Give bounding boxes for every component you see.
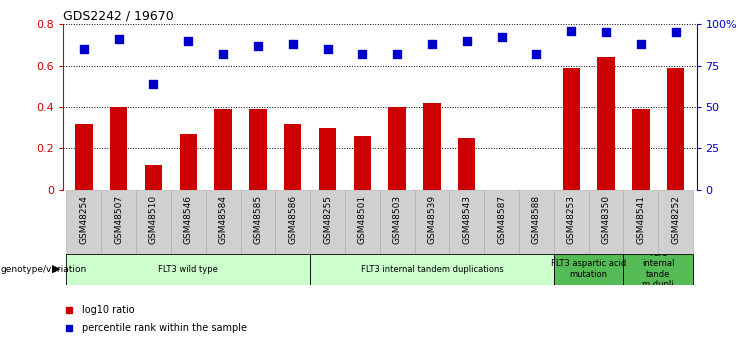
Bar <box>379 190 414 254</box>
Text: percentile rank within the sample: percentile rank within the sample <box>82 323 247 333</box>
Point <box>182 38 194 43</box>
Bar <box>136 190 171 254</box>
Bar <box>284 124 302 190</box>
Point <box>600 30 612 35</box>
Text: GSM48252: GSM48252 <box>671 195 680 244</box>
Point <box>252 43 264 48</box>
Bar <box>449 190 484 254</box>
Bar <box>102 190 136 254</box>
Text: GSM48350: GSM48350 <box>602 195 611 244</box>
Point <box>113 36 124 42</box>
Bar <box>554 190 588 254</box>
Bar <box>276 190 310 254</box>
Text: GSM48541: GSM48541 <box>637 195 645 244</box>
Text: GSM48254: GSM48254 <box>79 195 88 244</box>
Point <box>426 41 438 47</box>
Text: GSM48585: GSM48585 <box>253 195 262 244</box>
Bar <box>310 190 345 254</box>
Text: GSM48510: GSM48510 <box>149 195 158 244</box>
Text: GSM48588: GSM48588 <box>532 195 541 244</box>
Text: log10 ratio: log10 ratio <box>82 305 135 315</box>
Bar <box>388 107 406 190</box>
Text: GSM48543: GSM48543 <box>462 195 471 244</box>
Bar <box>249 109 267 190</box>
Point <box>670 30 682 35</box>
Bar <box>310 254 554 285</box>
Bar <box>632 109 650 190</box>
Bar <box>562 68 580 190</box>
Bar <box>667 68 685 190</box>
Bar <box>519 190 554 254</box>
Point <box>287 41 299 47</box>
Bar <box>67 190 102 254</box>
Text: GDS2242 / 19670: GDS2242 / 19670 <box>63 10 173 23</box>
Point <box>78 46 90 52</box>
Point <box>635 41 647 47</box>
Bar <box>144 165 162 190</box>
Bar <box>214 109 232 190</box>
Point <box>356 51 368 57</box>
Text: FLT3 aspartic acid
mutation: FLT3 aspartic acid mutation <box>551 259 626 279</box>
Bar <box>319 128 336 190</box>
Bar <box>241 190 276 254</box>
Text: GSM48584: GSM48584 <box>219 195 227 244</box>
Bar <box>458 138 476 190</box>
Text: GSM48503: GSM48503 <box>393 195 402 244</box>
Bar <box>597 57 615 190</box>
Bar <box>179 134 197 190</box>
Bar <box>67 254 310 285</box>
Text: genotype/variation: genotype/variation <box>1 265 87 274</box>
Point <box>147 81 159 87</box>
Point <box>565 28 577 33</box>
Text: GSM48253: GSM48253 <box>567 195 576 244</box>
Bar <box>423 103 441 190</box>
Text: GSM48255: GSM48255 <box>323 195 332 244</box>
Point <box>531 51 542 57</box>
Bar <box>623 254 693 285</box>
Text: GSM48507: GSM48507 <box>114 195 123 244</box>
Bar <box>588 190 623 254</box>
Text: FLT3
internal
tande
m dupli: FLT3 internal tande m dupli <box>642 249 674 289</box>
Bar <box>206 190 241 254</box>
Point <box>496 34 508 40</box>
Text: GSM48546: GSM48546 <box>184 195 193 244</box>
Text: GSM48501: GSM48501 <box>358 195 367 244</box>
Bar <box>658 190 693 254</box>
Bar <box>623 190 658 254</box>
Text: GSM48539: GSM48539 <box>428 195 436 244</box>
Bar <box>414 190 449 254</box>
Bar <box>484 190 519 254</box>
Bar <box>110 107 127 190</box>
Bar <box>554 254 623 285</box>
Point <box>391 51 403 57</box>
Text: GSM48586: GSM48586 <box>288 195 297 244</box>
Text: FLT3 internal tandem duplications: FLT3 internal tandem duplications <box>361 265 503 274</box>
Bar <box>171 190 206 254</box>
Point <box>461 38 473 43</box>
Text: FLT3 wild type: FLT3 wild type <box>159 265 219 274</box>
Text: GSM48587: GSM48587 <box>497 195 506 244</box>
Point <box>322 46 333 52</box>
Bar <box>345 190 379 254</box>
Point <box>217 51 229 57</box>
Bar <box>75 124 93 190</box>
Bar <box>353 136 371 190</box>
Text: ▶: ▶ <box>53 264 61 274</box>
